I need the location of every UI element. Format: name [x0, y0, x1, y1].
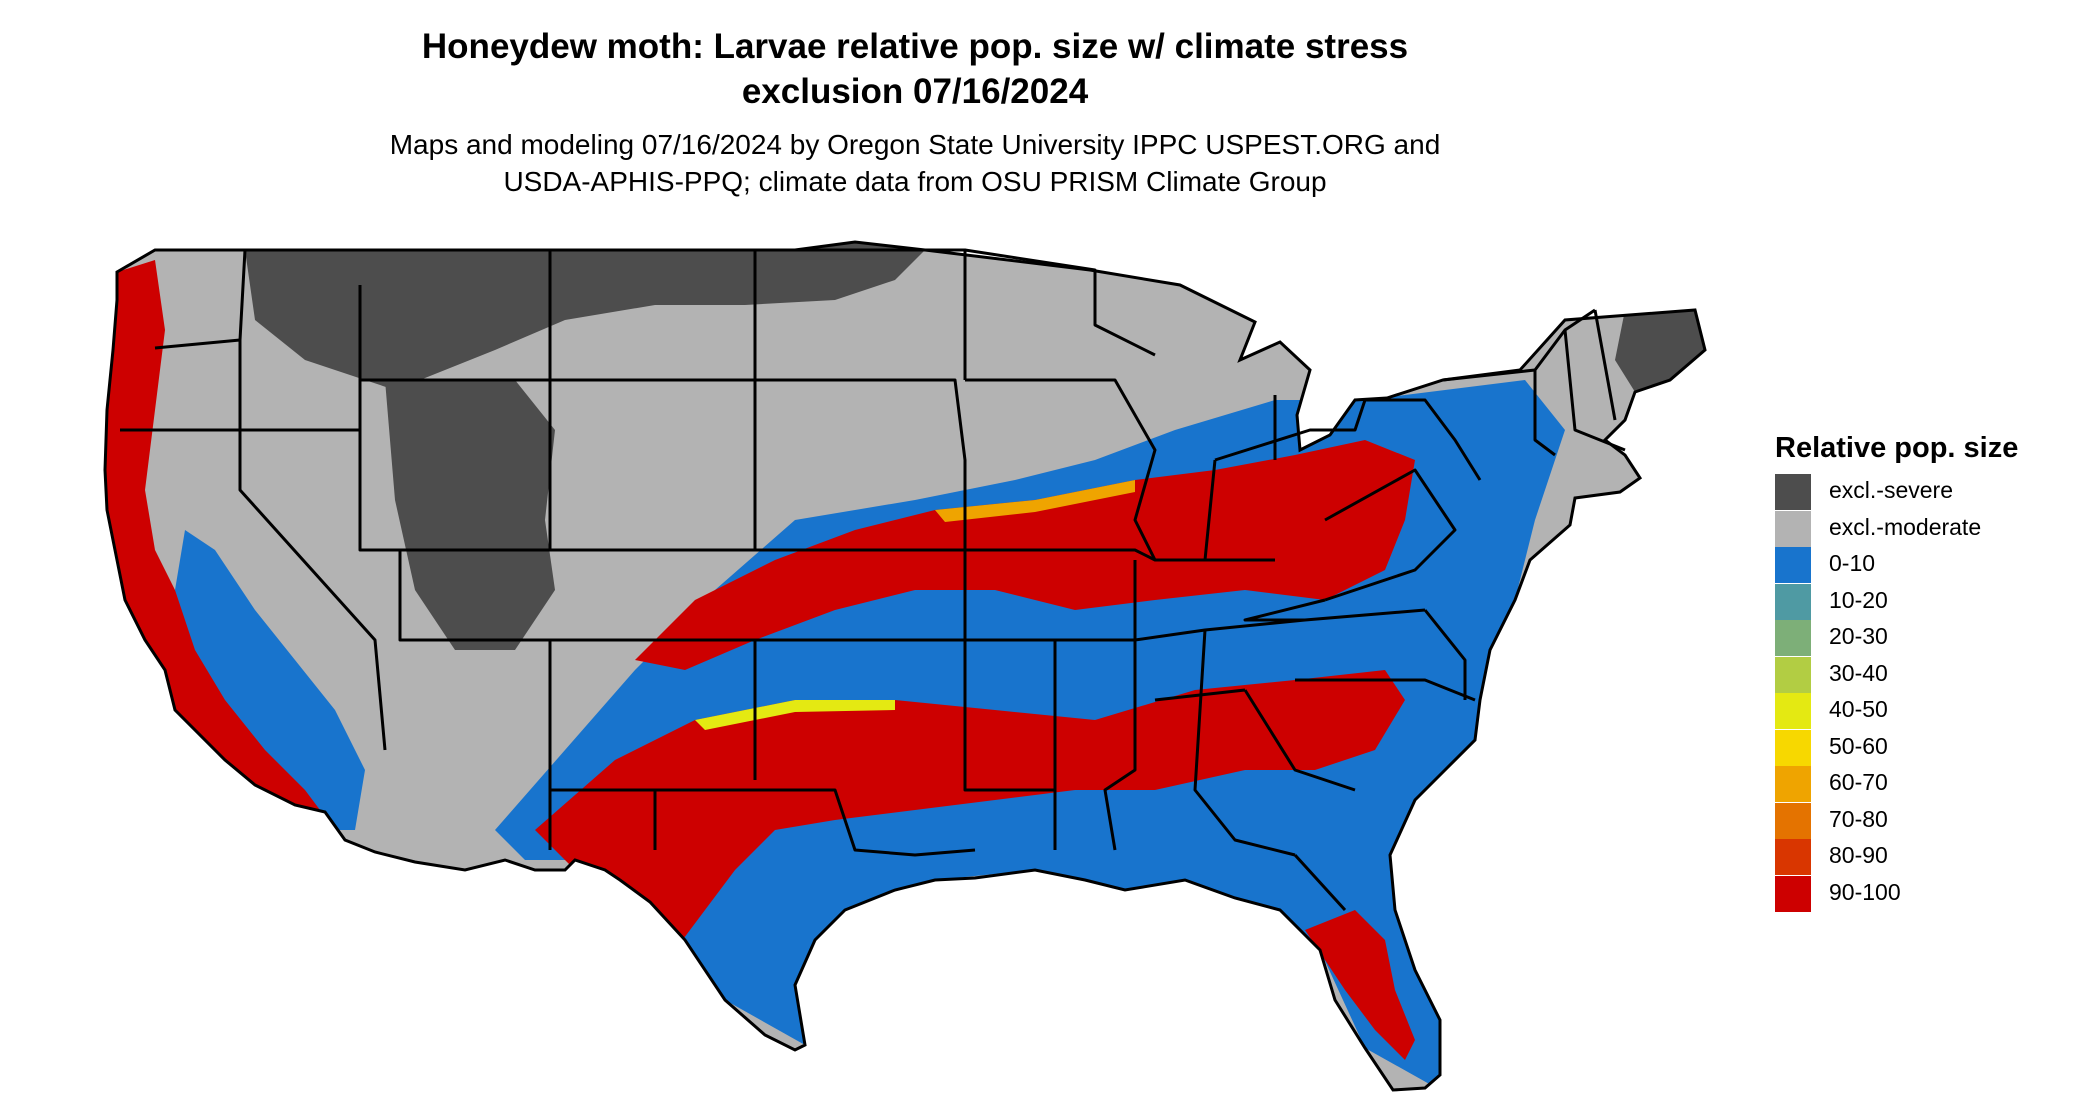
legend-swatch [1775, 547, 1811, 583]
zone-low-pacific [175, 530, 365, 830]
legend-swatch [1775, 583, 1811, 620]
legend-label: 0-10 [1829, 550, 1876, 576]
legend-title: Relative pop. size [1775, 432, 2019, 464]
legend-swatch [1775, 510, 1811, 547]
legend-swatch [1775, 474, 1811, 510]
legend-label: 50-60 [1829, 732, 1888, 759]
map-subtitle-line2: USDA-APHIS-PPQ; climate data from OSU PR… [503, 166, 1327, 197]
legend-label: 40-50 [1829, 696, 1888, 722]
legend-label: excl.-severe [1829, 477, 1953, 503]
legend-swatch [1775, 693, 1811, 729]
legend-swatch [1775, 839, 1811, 875]
us-risk-map [103, 240, 1707, 1092]
legend-label: excl.-moderate [1829, 513, 1982, 540]
legend-label: 70-80 [1829, 805, 1888, 832]
legend-label: 30-40 [1829, 659, 1888, 686]
zone-transition-ohio [935, 480, 1135, 522]
map-title-line1: Honeydew moth: Larvae relative pop. size… [421, 27, 1409, 66]
zone-highrisk-south-central [535, 670, 1405, 950]
zone-highrisk-ohio-valley [635, 440, 1415, 670]
zone-severe-maine [1615, 310, 1705, 392]
legend-swatch [1775, 729, 1811, 766]
legend-swatch [1775, 620, 1811, 656]
legend-label: 90-100 [1829, 878, 1901, 905]
legend-label: 10-20 [1829, 586, 1888, 613]
legend-swatch [1775, 802, 1811, 839]
legend-swatch [1775, 656, 1811, 693]
zone-highrisk-florida [1305, 910, 1415, 1060]
state-boundaries [120, 248, 1626, 912]
map-subtitle-line1: Maps and modeling 07/16/2024 by Oregon S… [389, 129, 1441, 160]
zone-highrisk-pacific [105, 260, 335, 815]
zone-transition-south [695, 700, 895, 730]
zone-severe-wyoming [385, 380, 555, 650]
legend-label: 20-30 [1829, 623, 1888, 649]
legend-label: 80-90 [1829, 842, 1888, 868]
map-title-line2: exclusion 07/16/2024 [741, 72, 1089, 111]
legend-swatch [1775, 875, 1811, 912]
legend-swatch [1775, 766, 1811, 802]
legend-label: 60-70 [1829, 769, 1888, 795]
